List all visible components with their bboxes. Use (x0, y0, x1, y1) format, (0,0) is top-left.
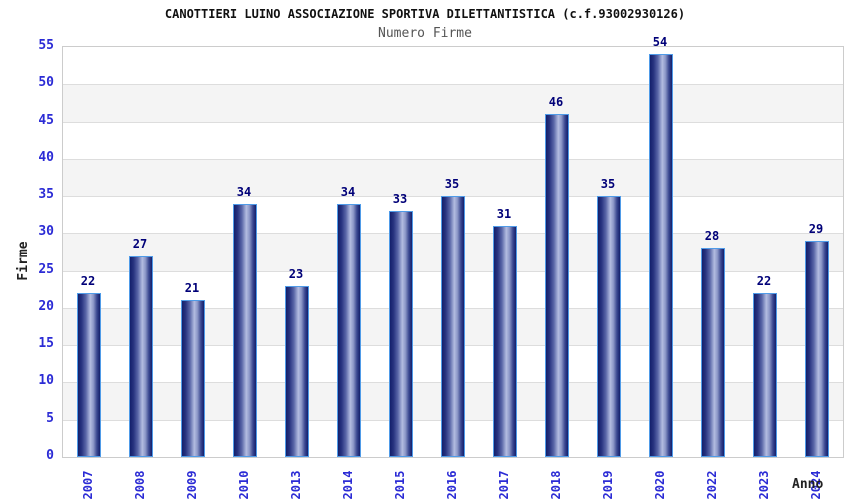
bar-2014 (337, 203, 361, 457)
y-tick-label: 35 (38, 187, 54, 203)
bar-value-label: 23 (288, 266, 304, 281)
y-tick-label: 5 (46, 410, 54, 426)
bar-value-label: 21 (184, 281, 200, 296)
x-tick-label: 2010 (237, 470, 251, 500)
bar-2007 (77, 293, 101, 457)
y-tick-label: 15 (38, 336, 54, 352)
x-tick-label: 2009 (185, 470, 199, 500)
x-tick-label: 2017 (497, 470, 511, 500)
gridline (63, 84, 843, 86)
y-tick-label: 10 (38, 373, 54, 389)
bar-value-label: 46 (548, 95, 564, 110)
y-tick-label: 50 (38, 75, 54, 91)
bar-2010 (233, 203, 257, 457)
bar-value-label: 33 (392, 192, 408, 206)
x-tick-label: 2014 (341, 470, 355, 500)
plot-band (63, 47, 843, 85)
bar-value-label: 29 (808, 221, 824, 236)
bar-value-label: 35 (600, 177, 616, 192)
bar-2013 (285, 285, 309, 457)
x-tick-label: 2008 (133, 470, 147, 500)
x-tick-label: 2007 (81, 470, 95, 500)
x-tick-label: 2019 (601, 470, 615, 500)
plot-area (62, 46, 844, 458)
bar-value-label: 22 (80, 274, 96, 288)
x-tick-label: 2016 (445, 470, 459, 500)
bar-value-label: 28 (704, 229, 720, 244)
bar-value-label: 34 (340, 184, 356, 199)
x-tick-label: 2015 (393, 470, 407, 500)
bar-2016 (441, 196, 465, 457)
bar-value-label: 35 (444, 177, 460, 192)
plot-band (63, 121, 843, 159)
bar-2023 (753, 293, 777, 457)
bar-value-label: 22 (756, 274, 772, 288)
bar-value-label: 31 (496, 206, 512, 221)
bar-2017 (493, 225, 517, 457)
plot-band (63, 158, 843, 197)
x-tick-label: 2013 (289, 470, 303, 500)
x-tick-label: 2023 (757, 470, 771, 500)
chart-title: CANOTTIERI LUINO ASSOCIAZIONE SPORTIVA D… (164, 7, 686, 21)
y-tick-label: 25 (38, 261, 54, 277)
bar-2024 (805, 240, 829, 457)
chart-subtitle: Numero Firme (378, 26, 472, 41)
y-tick-label: 45 (38, 112, 54, 128)
bar-2009 (181, 300, 205, 457)
y-tick-label: 40 (38, 149, 54, 165)
bar-value-label: 54 (652, 35, 668, 50)
bar-2018 (545, 114, 569, 457)
bar-value-label: 27 (132, 236, 148, 251)
bar-value-label: 34 (236, 184, 252, 199)
y-tick-label: 0 (46, 448, 54, 463)
bar-2019 (597, 196, 621, 457)
bar-2008 (129, 255, 153, 457)
gridline (63, 158, 843, 160)
gridline (63, 121, 843, 123)
bar-2015 (389, 211, 413, 457)
x-axis-title: Anno (792, 477, 824, 492)
y-tick-label: 20 (38, 298, 54, 314)
x-tick-label: 2022 (705, 470, 719, 500)
y-tick-label: 30 (38, 224, 54, 240)
bar-2020 (649, 54, 673, 457)
y-tick-label: 55 (38, 38, 54, 53)
bar-2022 (701, 248, 725, 457)
plot-band (63, 84, 843, 122)
x-tick-label: 2020 (653, 470, 667, 500)
x-tick-label: 2018 (549, 470, 563, 500)
